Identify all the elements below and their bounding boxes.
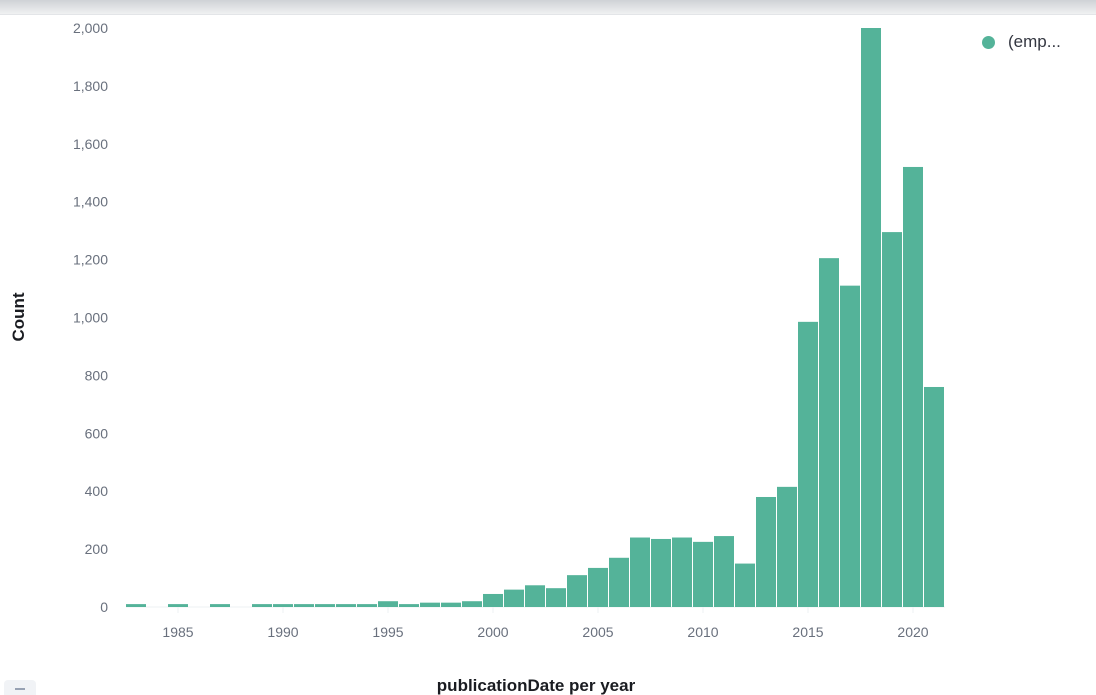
bar-1983[interactable] [126, 604, 146, 607]
y-tick-label: 400 [85, 483, 109, 499]
bar-2011[interactable] [714, 536, 734, 607]
bars-group [126, 28, 944, 607]
bar-2003[interactable] [546, 588, 566, 607]
x-tick-label: 1995 [372, 624, 403, 640]
y-tick-label: 800 [85, 367, 109, 383]
bar-1985[interactable] [168, 604, 188, 607]
y-tick-label: 1,000 [73, 310, 108, 326]
y-tick-label: 200 [85, 541, 109, 557]
bar-1997[interactable] [420, 602, 440, 607]
bar-2018[interactable] [861, 28, 881, 607]
x-tick-label: 2015 [792, 624, 823, 640]
legend-color-dot [982, 35, 995, 49]
list-icon[interactable] [4, 680, 36, 695]
bar-2017[interactable] [840, 285, 860, 607]
y-axis-title: Count [9, 292, 28, 341]
x-tick-label: 1990 [267, 624, 298, 640]
bar-2019[interactable] [882, 232, 902, 607]
x-tick-label: 2010 [687, 624, 718, 640]
bar-2008[interactable] [651, 538, 671, 607]
bar-1992[interactable] [315, 604, 335, 607]
y-tick-label: 1,600 [73, 136, 108, 152]
bar-2009[interactable] [672, 537, 692, 607]
x-tick-label: 1985 [162, 624, 193, 640]
legend-item[interactable]: (emp... [982, 30, 1061, 54]
x-tick-label: 2000 [477, 624, 508, 640]
bar-2014[interactable] [777, 486, 797, 607]
x-tick-label: 2020 [897, 624, 928, 640]
bar-1998[interactable] [441, 602, 461, 607]
y-tick-label: 1,200 [73, 252, 108, 268]
bar-2012[interactable] [735, 563, 755, 607]
y-tick-label: 2,000 [73, 20, 108, 36]
y-tick-label: 1,400 [73, 194, 108, 210]
bar-1995[interactable] [378, 601, 398, 607]
bar-1987[interactable] [210, 604, 230, 607]
window-top-bar [0, 0, 1096, 15]
bar-2016[interactable] [819, 258, 839, 607]
x-axis: 1985 1990 1995 2000 2005 2010 2015 2020 [162, 607, 929, 640]
bar-1989[interactable] [252, 604, 272, 607]
x-tick-label: 2005 [582, 624, 613, 640]
y-tick-label: 1,800 [73, 78, 108, 94]
bar-1999[interactable] [462, 601, 482, 607]
bar-2015[interactable] [798, 321, 818, 607]
bar-2007[interactable] [630, 537, 650, 607]
y-axis: 0 200 400 600 800 1,000 1,200 1,400 1,600 1,800 2,… [73, 20, 108, 615]
bar-2021[interactable] [924, 386, 944, 607]
bar-1991[interactable] [294, 604, 314, 607]
bar-2010[interactable] [693, 541, 713, 607]
bar-2020[interactable] [903, 166, 923, 607]
bar-2006[interactable] [609, 557, 629, 607]
bar-2001[interactable] [504, 589, 524, 607]
bar-1994[interactable] [357, 604, 377, 607]
bar-1993[interactable] [336, 604, 356, 607]
x-axis-title: publicationDate per year [437, 676, 636, 695]
bar-2000[interactable] [483, 593, 503, 607]
y-tick-label: 0 [100, 599, 108, 615]
bar-1990[interactable] [273, 604, 293, 607]
legend-label: (emp... [1008, 32, 1061, 51]
bar-2005[interactable] [588, 567, 608, 607]
bar-2002[interactable] [525, 585, 545, 607]
bar-2013[interactable] [756, 496, 776, 607]
y-tick-label: 600 [85, 425, 109, 441]
bar-2004[interactable] [567, 575, 587, 607]
bar-1996[interactable] [399, 604, 419, 607]
